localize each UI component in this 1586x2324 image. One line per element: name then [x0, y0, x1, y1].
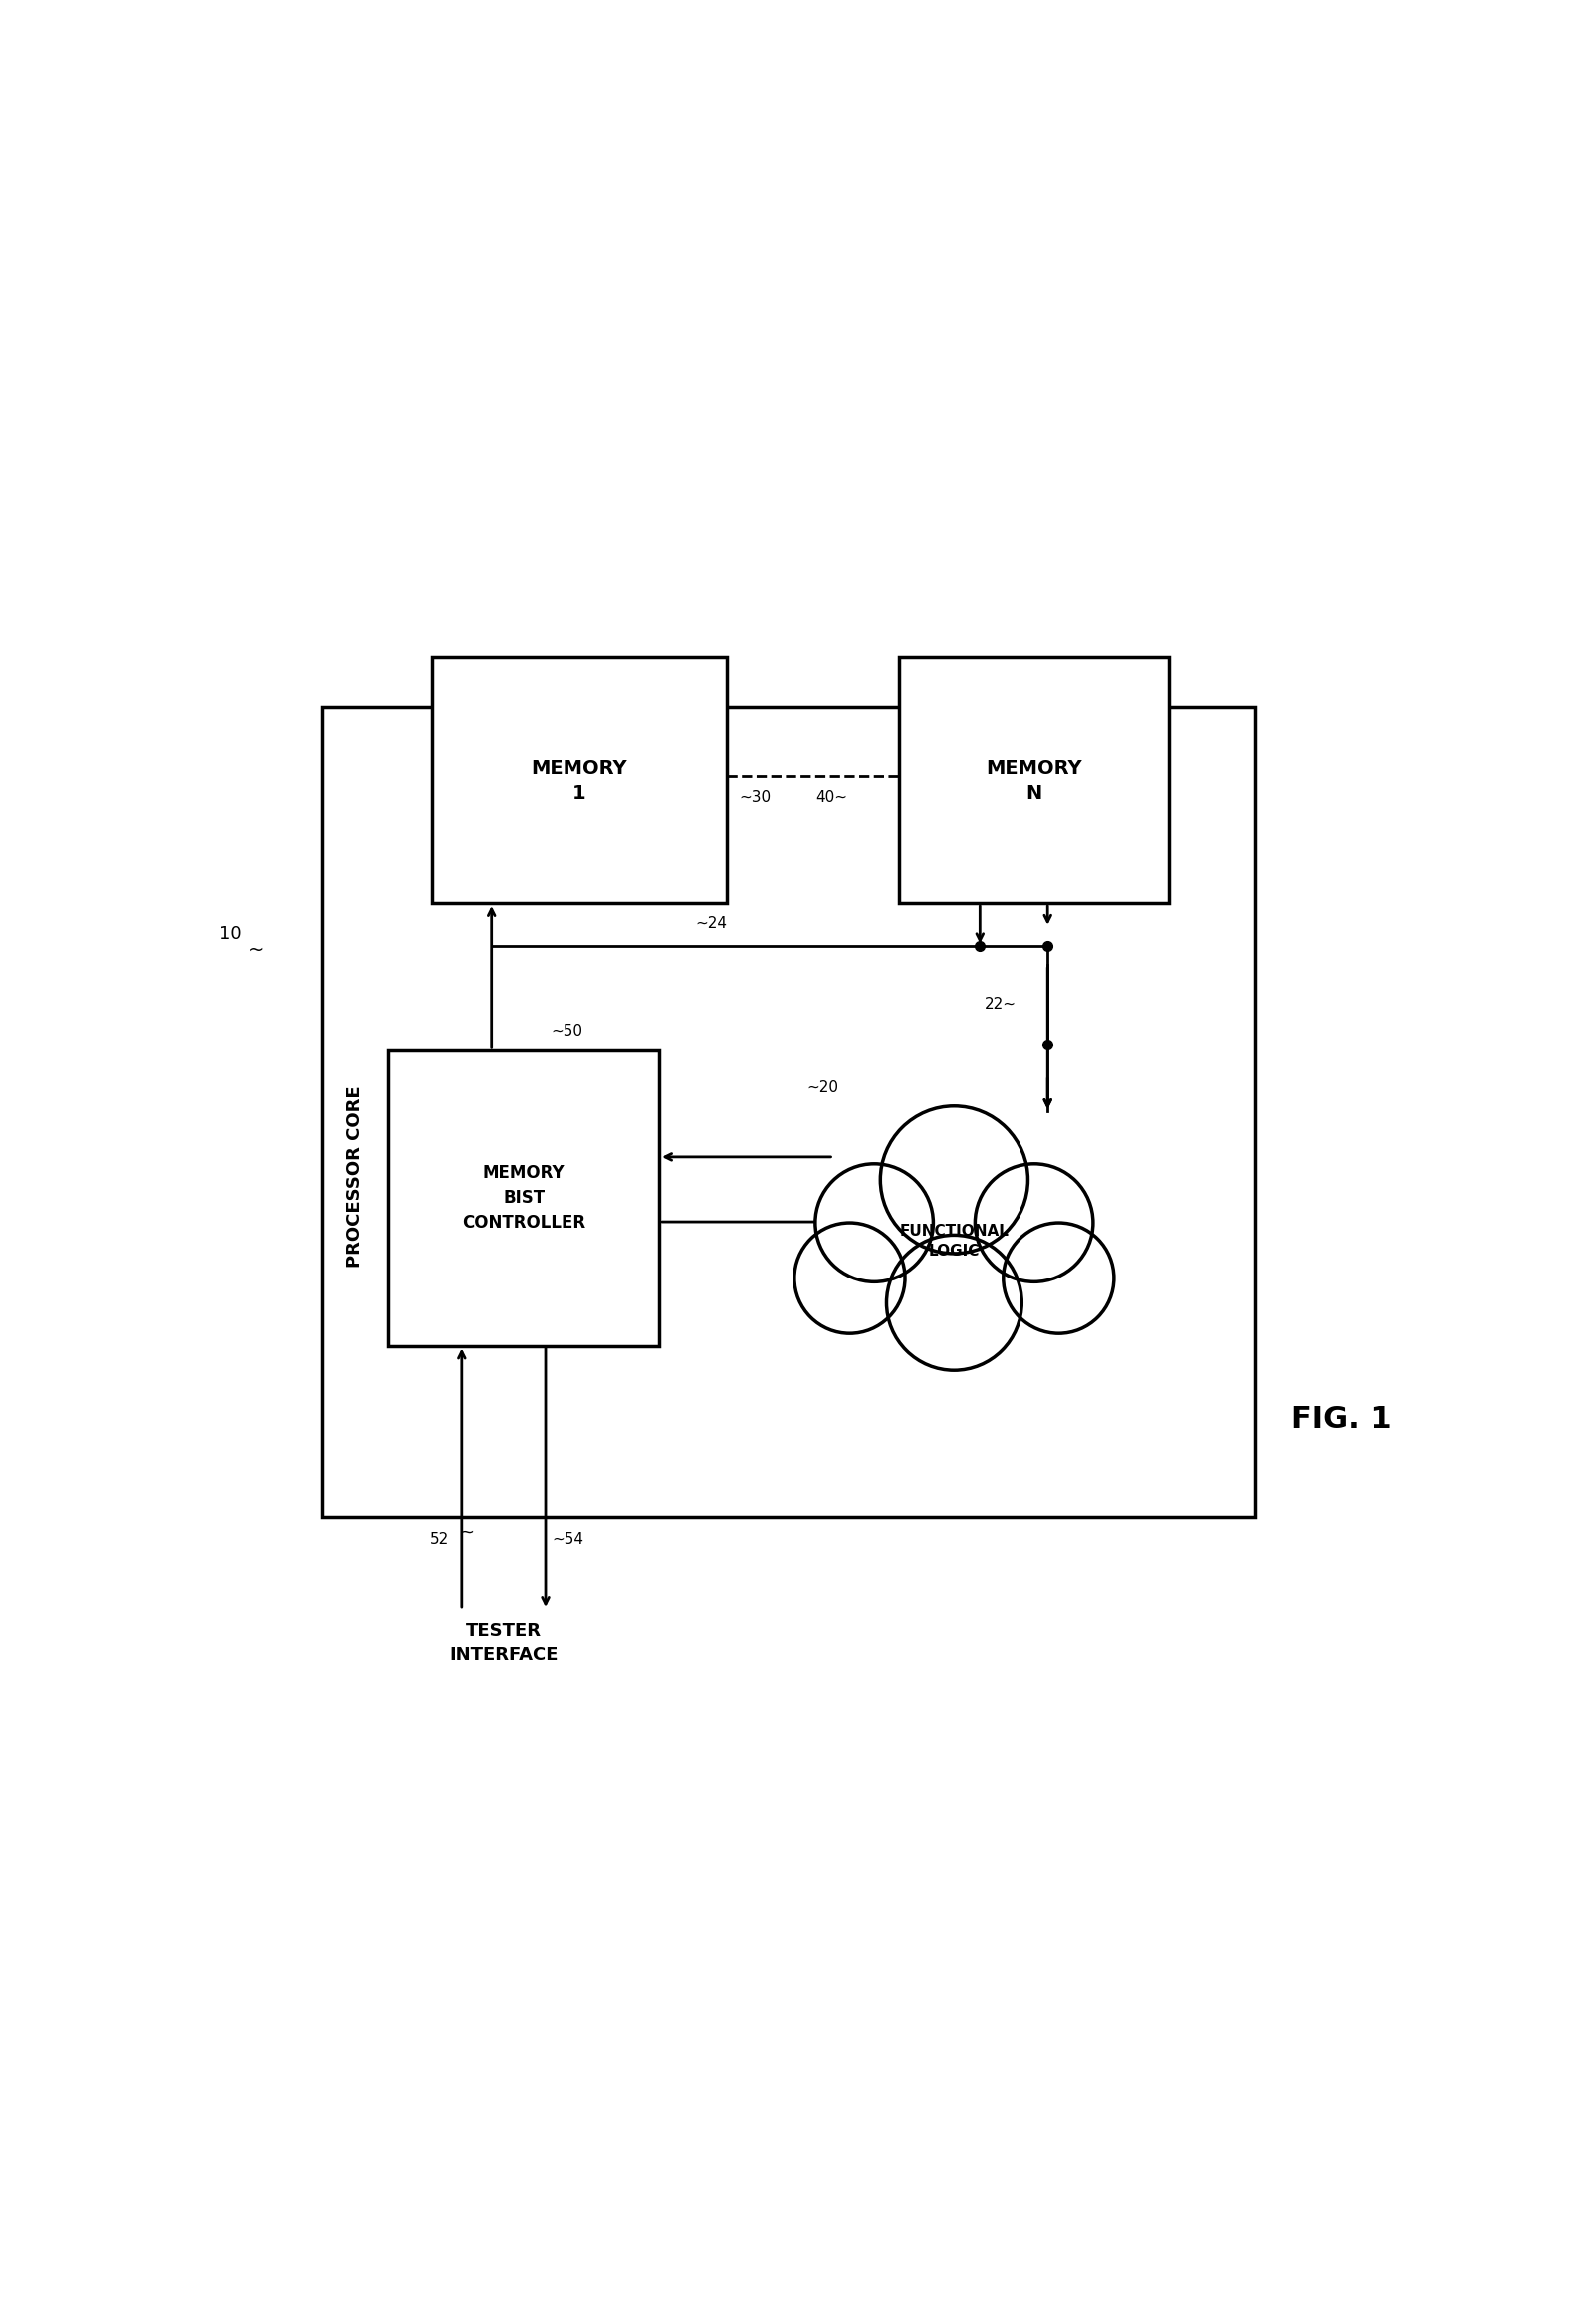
Text: PROCESSOR CORE: PROCESSOR CORE [347, 1085, 365, 1269]
Bar [899, 658, 1169, 904]
Text: FIG. 1: FIG. 1 [1291, 1406, 1391, 1434]
Text: FUNCTIONAL
LOGIC: FUNCTIONAL LOGIC [899, 1225, 1009, 1260]
Text: ~30: ~30 [739, 790, 771, 804]
Text: MEMORY
1: MEMORY 1 [531, 758, 628, 802]
Text: 22~: 22~ [985, 997, 1017, 1011]
Bar [431, 658, 726, 904]
Text: MEMORY
BIST
CONTROLLER: MEMORY BIST CONTROLLER [462, 1164, 585, 1232]
Text: 10: 10 [219, 925, 241, 944]
Text: ~20: ~20 [807, 1081, 839, 1095]
Text: ~54: ~54 [552, 1532, 584, 1548]
Circle shape [795, 1222, 906, 1334]
Text: ~24: ~24 [695, 916, 728, 932]
Bar [389, 1050, 660, 1346]
Text: TESTER
INTERFACE: TESTER INTERFACE [449, 1622, 558, 1664]
Text: 40~: 40~ [815, 790, 847, 804]
Text: ~: ~ [247, 941, 263, 960]
Text: ~: ~ [460, 1525, 474, 1541]
Text: MEMORY
N: MEMORY N [986, 758, 1082, 802]
Circle shape [975, 1164, 1093, 1283]
Circle shape [1004, 1222, 1113, 1334]
Text: ~50: ~50 [550, 1023, 584, 1039]
Circle shape [815, 1164, 933, 1283]
Circle shape [887, 1234, 1021, 1371]
Bar [320, 706, 1256, 1518]
Text: 52: 52 [430, 1532, 449, 1548]
Circle shape [880, 1106, 1028, 1253]
